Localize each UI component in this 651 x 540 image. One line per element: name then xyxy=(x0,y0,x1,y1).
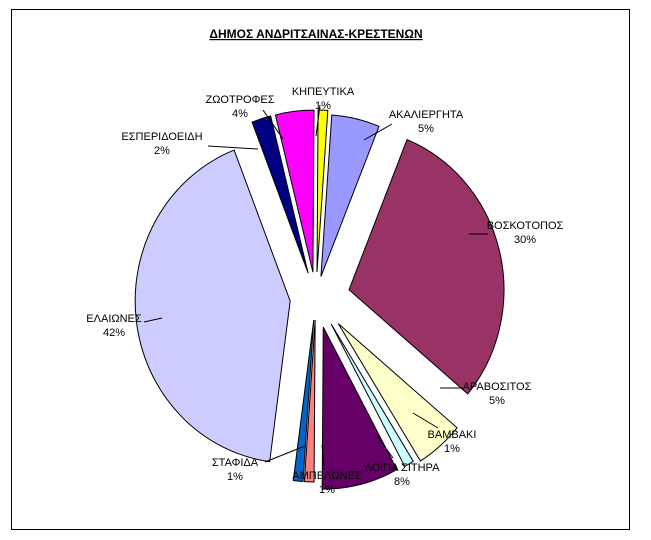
slice-percent-label: 2% xyxy=(154,145,170,157)
pie-slice-ελαιωνες xyxy=(134,149,291,463)
slice-percent-label: 4% xyxy=(232,108,248,120)
leader-line xyxy=(376,435,394,459)
chart-frame xyxy=(11,9,630,530)
pie-slice-βοσκοτοπος xyxy=(348,138,505,395)
leader-line xyxy=(143,317,163,323)
chart-title: ΔΗΜΟΣ ΑΝΔΡΙΤΣΑΙΝΑΣ-ΚΡΕΣΤΕΝΩΝ xyxy=(209,27,422,41)
slice-label: ΖΩΟΤΡΟΦΕΣ xyxy=(205,94,274,106)
leader-lines xyxy=(143,104,488,467)
slice-percent-label: 8% xyxy=(394,476,410,488)
leader-line xyxy=(262,109,284,140)
slice-percent-label: 5% xyxy=(418,123,434,135)
slice-percent-label: 5% xyxy=(489,395,505,407)
slice-percent-label: 30% xyxy=(514,234,536,246)
pie-slice-αμπελωνες xyxy=(303,319,316,483)
slice-labels: ΑΚΑΛΙΕΡΓΗΤΑ 5% ΒΟΣΚΟΤΟΠΟΣ 30% ΑΡΑΒΟΣΙΤΟΣ 5% ΒΑ… xyxy=(86,86,563,496)
slice-label: ΕΛΑΙΩΝΕΣ xyxy=(86,313,142,325)
slice-label: ΛΟΙΠΑ ΣΙΤΗΡΑ xyxy=(365,462,440,474)
leader-line xyxy=(321,444,325,467)
leader-line xyxy=(363,123,393,141)
slice-label: ΑΚΑΛΙΕΡΓΗΤΑ xyxy=(389,109,464,121)
slice-label: ΕΣΠΕΡΙΔΟΕΙΔΗ xyxy=(121,131,202,143)
leader-line xyxy=(264,445,306,463)
slice-percent-label: 1% xyxy=(227,471,243,483)
pie-slice-εσπεριδοειδη xyxy=(251,115,309,274)
pie-slice-λοιπα σιτηρα xyxy=(321,326,398,490)
slice-label: ΚΗΠΕΥΤΙΚΑ xyxy=(292,86,355,98)
pie-slice-ζωοτροφες xyxy=(274,109,315,273)
pie-slices xyxy=(134,109,505,490)
slice-label: ΒΟΣΚΟΤΟΠΟΣ xyxy=(487,220,564,232)
pie-slice-ακαλιεργητα xyxy=(320,114,380,277)
leader-line xyxy=(315,104,321,137)
leader-line xyxy=(207,145,259,150)
slice-label: ΒΑΜΒΑΚΙ xyxy=(428,429,477,441)
pie-slice-σταφιδα xyxy=(292,319,315,483)
slice-percent-label: 1% xyxy=(319,484,335,496)
leader-line xyxy=(412,412,439,429)
slice-percent-label: 1% xyxy=(315,100,331,112)
slice-percent-label: 42% xyxy=(103,327,125,339)
pie-slice-αραβοσιτος xyxy=(337,323,458,462)
slice-label: ΑΡΑΒΟΣΙΤΟΣ xyxy=(463,381,532,393)
pie-slice-βαμβακι xyxy=(330,323,414,468)
slice-label: ΑΜΠΕΛΩΝΕΣ xyxy=(292,470,362,482)
pie-slice-κηπευτικα xyxy=(316,109,329,273)
slice-percent-label: 1% xyxy=(444,443,460,455)
slice-label: ΣΤΑΦΙΔΑ xyxy=(212,457,259,469)
